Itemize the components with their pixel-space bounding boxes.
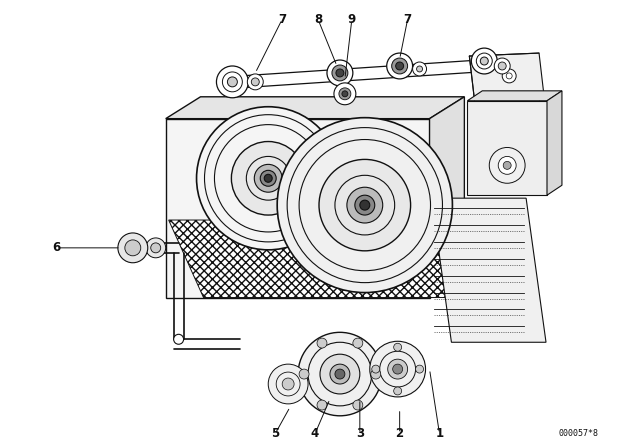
- Text: 3: 3: [356, 427, 364, 440]
- Text: 000057*8: 000057*8: [559, 429, 599, 438]
- Circle shape: [260, 170, 276, 186]
- Polygon shape: [469, 53, 544, 99]
- Circle shape: [327, 60, 353, 86]
- Circle shape: [371, 369, 381, 379]
- Circle shape: [342, 91, 348, 97]
- Circle shape: [339, 88, 351, 100]
- Circle shape: [232, 142, 305, 215]
- Circle shape: [336, 69, 344, 77]
- Circle shape: [372, 365, 380, 373]
- Circle shape: [223, 72, 243, 92]
- Circle shape: [396, 62, 404, 70]
- Circle shape: [471, 48, 497, 74]
- Circle shape: [299, 369, 309, 379]
- Circle shape: [247, 74, 263, 90]
- Circle shape: [227, 77, 237, 87]
- Circle shape: [173, 334, 184, 344]
- Circle shape: [360, 200, 370, 210]
- Polygon shape: [169, 220, 460, 297]
- Circle shape: [196, 107, 340, 250]
- Circle shape: [476, 53, 492, 69]
- Circle shape: [118, 233, 148, 263]
- Circle shape: [394, 387, 402, 395]
- Bar: [467, 101, 547, 195]
- Polygon shape: [429, 97, 465, 297]
- Circle shape: [480, 57, 488, 65]
- Circle shape: [317, 400, 327, 410]
- Circle shape: [298, 332, 381, 416]
- Circle shape: [277, 118, 452, 293]
- Polygon shape: [547, 91, 562, 195]
- Circle shape: [355, 195, 375, 215]
- Circle shape: [415, 365, 424, 373]
- Circle shape: [417, 66, 422, 72]
- Circle shape: [317, 338, 327, 348]
- Circle shape: [498, 156, 516, 174]
- Circle shape: [370, 341, 426, 397]
- Circle shape: [216, 66, 248, 98]
- Circle shape: [334, 83, 356, 105]
- Circle shape: [320, 354, 360, 394]
- Circle shape: [254, 164, 282, 192]
- Polygon shape: [166, 119, 429, 297]
- Circle shape: [353, 400, 363, 410]
- Circle shape: [413, 62, 426, 76]
- Polygon shape: [166, 97, 465, 119]
- Text: 8: 8: [314, 13, 322, 26]
- Text: 9: 9: [348, 13, 356, 26]
- Circle shape: [332, 65, 348, 81]
- Circle shape: [347, 187, 383, 223]
- Text: 5: 5: [271, 427, 279, 440]
- Text: 7: 7: [278, 13, 286, 26]
- Circle shape: [282, 378, 294, 390]
- Circle shape: [319, 159, 411, 251]
- Circle shape: [151, 243, 161, 253]
- Text: 6: 6: [52, 241, 60, 254]
- Circle shape: [264, 174, 272, 182]
- Circle shape: [394, 343, 402, 351]
- Circle shape: [252, 78, 259, 86]
- Circle shape: [353, 338, 363, 348]
- Circle shape: [503, 161, 511, 169]
- Circle shape: [506, 73, 512, 79]
- Text: 1: 1: [435, 427, 444, 440]
- Circle shape: [489, 147, 525, 183]
- Circle shape: [387, 53, 413, 79]
- Circle shape: [125, 240, 141, 256]
- Circle shape: [146, 238, 166, 258]
- Text: 4: 4: [311, 427, 319, 440]
- Circle shape: [393, 364, 403, 374]
- Circle shape: [498, 62, 506, 70]
- Circle shape: [330, 364, 350, 384]
- Text: 7: 7: [404, 13, 412, 26]
- Circle shape: [494, 58, 510, 74]
- Circle shape: [388, 359, 408, 379]
- Circle shape: [392, 58, 408, 74]
- Circle shape: [335, 369, 345, 379]
- Circle shape: [268, 364, 308, 404]
- Text: 2: 2: [396, 427, 404, 440]
- Polygon shape: [431, 198, 546, 342]
- Polygon shape: [467, 91, 562, 101]
- Circle shape: [502, 69, 516, 83]
